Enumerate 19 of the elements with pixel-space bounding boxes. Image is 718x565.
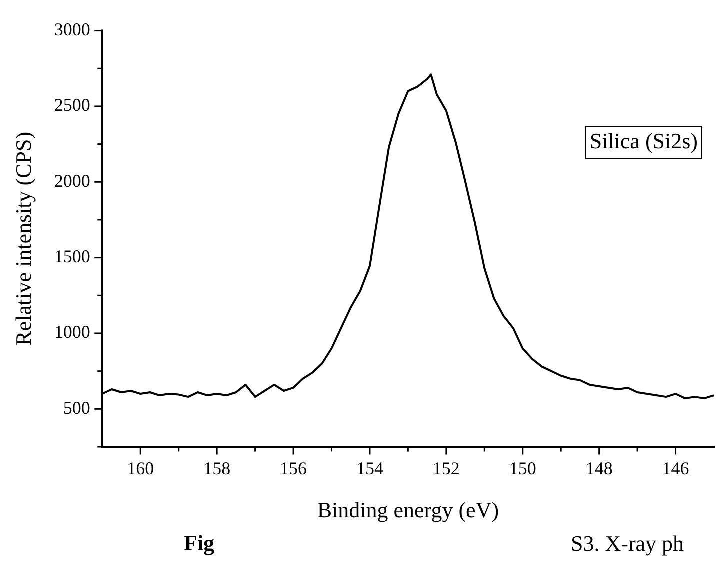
text: Fig <box>184 530 215 556</box>
x-tick-label: 146 <box>662 458 690 479</box>
y-tick-label: 1500 <box>54 246 90 267</box>
x-tick-label: 154 <box>356 458 384 479</box>
x-axis-title: Binding energy (eV) <box>317 498 500 523</box>
x-tick-label: 148 <box>586 458 613 479</box>
x-tick-label: 158 <box>204 458 231 479</box>
y-tick-label: 2000 <box>54 170 90 191</box>
y-tick-label: 3000 <box>54 20 90 40</box>
y-axis-title: Relative intensity (CPS) <box>10 132 36 346</box>
y-tick-label: 1000 <box>54 322 90 342</box>
text: S3. X-ray ph <box>571 530 684 556</box>
x-tick-label: 152 <box>432 458 460 479</box>
y-tick-label: 2500 <box>54 95 90 116</box>
x-tick-label: 156 <box>280 458 308 479</box>
y-tick-label: 500 <box>63 398 90 418</box>
annotation: Silica (Si2s) <box>590 128 698 154</box>
x-tick-label: 150 <box>509 458 536 479</box>
x-tick-label: 160 <box>127 458 154 479</box>
